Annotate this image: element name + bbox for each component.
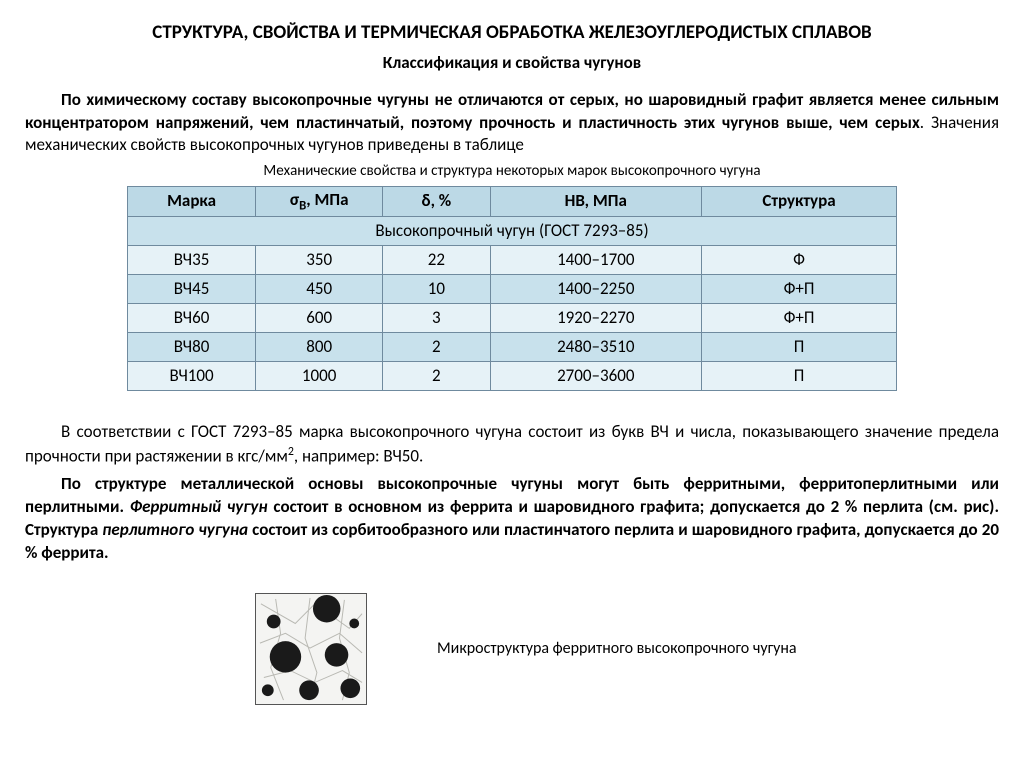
table-header-row: Марка σB, МПа δ, % HB, МПа Структура: [128, 186, 897, 217]
table-cell: 10: [383, 275, 490, 304]
table-cell: 3: [383, 304, 490, 333]
table-cell: П: [702, 333, 897, 362]
table-cell: 450: [256, 275, 383, 304]
p2-a: В соответствии с ГОСТ 7293–85 марка высо…: [25, 421, 999, 467]
table-row: ВЧ45450101400–2250Ф+П: [128, 275, 897, 304]
table-cell: Ф: [702, 246, 897, 275]
main-title: СТРУКТУРА, СВОЙСТВА И ТЕРМИЧЕСКАЯ ОБРАБО…: [25, 20, 999, 46]
table-cell: 800: [256, 333, 383, 362]
table-cell: 1400–1700: [490, 246, 702, 275]
p3-d: перлитного чугуна: [102, 519, 248, 540]
table-cell: 350: [256, 246, 383, 275]
table-cell: 2: [383, 333, 490, 362]
table-cell: Ф+П: [702, 304, 897, 333]
th-marka: Марка: [128, 186, 256, 217]
table-cell: 2: [383, 362, 490, 391]
table-cell: 1000: [256, 362, 383, 391]
table-cell: 2700–3600: [490, 362, 702, 391]
paragraph-3: По структуре металлической основы высоко…: [25, 473, 999, 565]
table-row: ВЧ6060031920–2270Ф+П: [128, 304, 897, 333]
table-row: ВЧ8080022480–3510П: [128, 333, 897, 362]
table-cell: 1400–2250: [490, 275, 702, 304]
table-body: Высокопрочный чугун (ГОСТ 7293–85) ВЧ353…: [128, 217, 897, 391]
table-cell: 1920–2270: [490, 304, 702, 333]
th-hb: HB, МПа: [490, 186, 702, 217]
figure-row: Микроструктура ферритного высокопрочного…: [25, 593, 999, 705]
paragraph-2: В соответствии с ГОСТ 7293–85 марка высо…: [25, 421, 999, 469]
table-cell: ВЧ35: [128, 246, 256, 275]
table-cell: 22: [383, 246, 490, 275]
th-struct: Структура: [702, 186, 897, 217]
th-delta: δ, %: [383, 186, 490, 217]
figure-caption: Микроструктура ферритного высокопрочного…: [437, 638, 797, 660]
p2-b: , например: ВЧ50.: [294, 446, 423, 467]
paragraph-1-bold: По химическому составу высокопрочные чуг…: [25, 89, 999, 133]
table-section-cell: Высокопрочный чугун (ГОСТ 7293–85): [128, 217, 897, 246]
th-sigma: σB, МПа: [256, 186, 383, 217]
table-cell: ВЧ100: [128, 362, 256, 391]
table-section-row: Высокопрочный чугун (ГОСТ 7293–85): [128, 217, 897, 246]
table-cell: ВЧ60: [128, 304, 256, 333]
paragraph-1: По химическому составу высокопрочные чуг…: [25, 89, 999, 158]
p3-b: Ферритный чугун: [130, 496, 268, 517]
table-row: ВЧ100100022700–3600П: [128, 362, 897, 391]
table-cell: 2480–3510: [490, 333, 702, 362]
table-cell: ВЧ45: [128, 275, 256, 304]
table-cell: ВЧ80: [128, 333, 256, 362]
table-row: ВЧ35350221400–1700Ф: [128, 246, 897, 275]
table-caption: Механические свойства и структура некото…: [25, 161, 999, 181]
properties-table: Марка σB, МПа δ, % HB, МПа Структура Выс…: [127, 186, 897, 392]
micrograph-image: [255, 593, 367, 705]
table-cell: Ф+П: [702, 275, 897, 304]
subtitle: Классификация и свойства чугунов: [25, 52, 999, 75]
table-cell: П: [702, 362, 897, 391]
table-cell: 600: [256, 304, 383, 333]
